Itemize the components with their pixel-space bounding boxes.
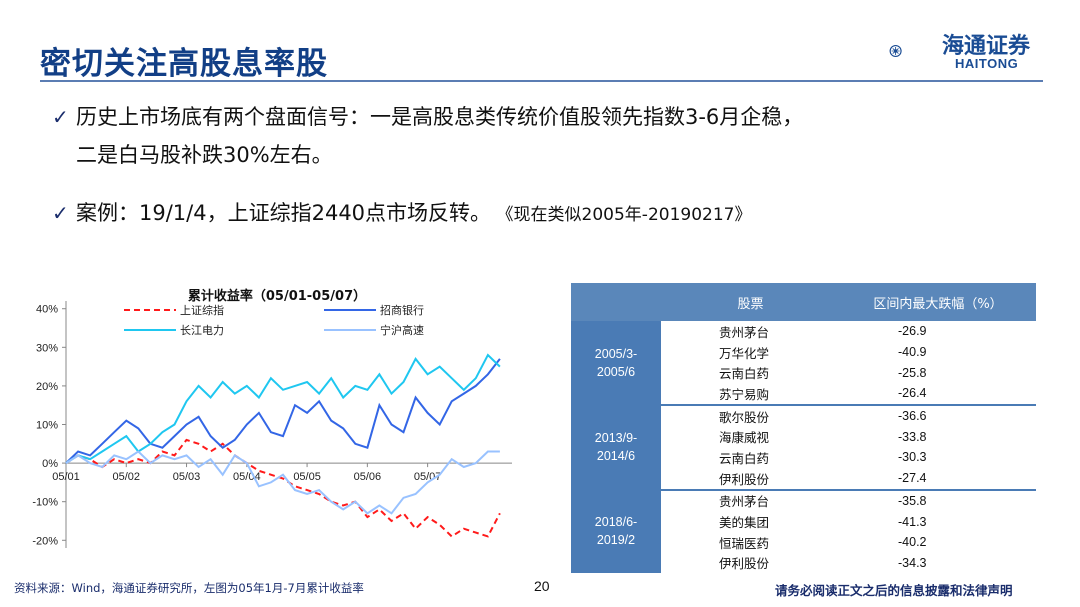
period-cell: 2018/6- 2019/2 — [571, 489, 661, 574]
drop-value-cell: -41.3 — [898, 514, 927, 529]
y-tick-label: 20% — [36, 381, 58, 393]
drop-value-cell: -40.2 — [898, 535, 927, 550]
table-row: 海康威视 -33.8 — [571, 426, 1036, 447]
y-tick-label: -20% — [32, 535, 58, 547]
series-line-3 — [65, 450, 500, 515]
bullet-2-quote: 《现在类似2005年-20190217》 — [505, 205, 752, 225]
table-row: 2018/6- 2019/2 贵州茅台 -35.8 — [571, 489, 1036, 574]
drop-value-cell: -33.8 — [898, 429, 927, 444]
bullet-2-text: 案例：19/1/4，上证综指2440点市场反转。 — [76, 201, 492, 225]
drop-value-cell: -26.4 — [840, 383, 1036, 406]
stock-name-cell: 万华化学 — [719, 345, 770, 361]
table-row: 万华化学 -40.9 — [571, 342, 1036, 363]
cumulative-return-chart: 40% 30% 20% 10% 0% -10% -20% 05/01 05/02 05/03 05/… — [32, 288, 512, 548]
table-row: 苏宁易购 -26.4 — [571, 383, 1036, 406]
logo-chinese-text: 海通证券 — [942, 33, 1031, 59]
period-cell: 2013/9- 2014/6 — [571, 404, 661, 490]
stock-name-cell: 恒瑞医药 — [719, 535, 770, 551]
table-header-stock: 股票 — [661, 283, 840, 321]
legend-label: 招商银行 — [380, 303, 424, 317]
table-header-period — [571, 283, 661, 321]
table-row: 伊利股份 -34.3 — [571, 553, 1036, 574]
chart-title: 累计收益率（05/01-05/07） — [188, 288, 366, 304]
title-divider — [40, 80, 1043, 82]
stock-name-cell: 歌尔股份 — [719, 409, 770, 425]
page-title: 密切关注高股息率股 — [40, 46, 328, 82]
legend-label: 上证综指 — [180, 303, 224, 317]
bullet-1-continued: 二是白马股补跌30%左右。 — [76, 138, 333, 172]
x-tick-label: 05/06 — [354, 471, 382, 483]
drop-value-cell: -27.4 — [840, 467, 1036, 491]
table-row: 伊利股份 -27.4 — [571, 467, 1036, 491]
x-tick-label: 05/02 — [113, 471, 141, 483]
drop-value-cell: -40.9 — [898, 345, 927, 360]
bullet-1-line-1: 历史上市场底有两个盘面信号：一是高股息类传统价值股领先指数3-6月企稳， — [76, 105, 804, 129]
drop-value-cell: -30.3 — [898, 450, 927, 465]
logo-english-text: HAITONG — [955, 56, 1019, 71]
x-tick-label: 05/04 — [233, 471, 261, 483]
stock-name-cell: 苏宁易购 — [661, 383, 840, 406]
stock-name-cell: 伊利股份 — [661, 467, 840, 491]
stock-name-cell: 海康威视 — [719, 430, 770, 446]
period-cell: 2005/3- 2005/6 — [571, 321, 661, 405]
x-tick-label: 05/01 — [52, 471, 80, 483]
stock-name-cell: 美的集团 — [719, 515, 770, 531]
page-number: 20 — [534, 578, 550, 594]
legend-label: 长江电力 — [180, 324, 224, 337]
x-tick-label: 05/05 — [293, 471, 321, 483]
checkmark-icon: ✓ — [52, 105, 69, 129]
x-tick-label: 05/07 — [414, 471, 442, 483]
table-row: 2013/9- 2014/6 歌尔股份 -36.6 — [571, 404, 1036, 490]
table-header-row: 股票 区间内最大跌幅（%） — [571, 283, 1036, 321]
drop-value-cell: -36.6 — [898, 409, 927, 424]
series-line-0 — [65, 438, 501, 538]
max-drawdown-table: 股票 区间内最大跌幅（%） 2005/3- 2005/6 贵州茅台 -26.9 万华化学… — [571, 283, 1036, 574]
table-header-drop: 区间内最大跌幅（%） — [840, 283, 1036, 321]
haitong-logo-icon — [889, 44, 902, 58]
table-row: 云南白药 -25.8 — [571, 362, 1036, 383]
stock-name-cell: 贵州茅台 — [719, 324, 770, 340]
stock-name-cell: 云南白药 — [719, 366, 770, 382]
checkmark-icon: ✓ — [52, 201, 69, 225]
series-line-1 — [65, 358, 501, 464]
bullet-1-line-2: 二是白马股补跌30%左右。 — [76, 143, 333, 167]
drop-value-cell: -34.3 — [898, 555, 927, 570]
stock-name-cell: 贵州茅台 — [719, 494, 770, 510]
table-row: 恒瑞医药 -40.2 — [571, 532, 1036, 553]
bullet-1: ✓ 历史上市场底有两个盘面信号：一是高股息类传统价值股领先指数3-6月企稳， — [52, 100, 803, 134]
table-row: 美的集团 -41.3 — [571, 511, 1036, 532]
x-tick-label: 05/03 — [173, 471, 201, 483]
y-tick-label: 0% — [42, 458, 58, 470]
bullet-2: ✓ 案例：19/1/4，上证综指2440点市场反转。 《现在类似2005年-2019… — [52, 196, 751, 232]
table-row: 2005/3- 2005/6 贵州茅台 -26.9 — [571, 321, 1036, 405]
drop-value-cell: -35.8 — [898, 493, 927, 508]
source-note: 资料来源：Wind，海通证券研究所，左图为05年1月-7月累计收益率 — [14, 581, 364, 595]
y-tick-label: 10% — [36, 420, 58, 432]
y-tick-label: 30% — [36, 342, 58, 354]
drop-value-cell: -26.9 — [898, 324, 927, 339]
series-line-2 — [65, 353, 501, 464]
stock-name-cell: 云南白药 — [719, 450, 770, 466]
stock-name-cell: 伊利股份 — [719, 556, 770, 572]
drop-value-cell: -25.8 — [898, 365, 927, 380]
legend-label: 宁沪高速 — [380, 323, 424, 337]
table-row: 云南白药 -30.3 — [571, 447, 1036, 468]
y-tick-label: -10% — [32, 497, 58, 509]
y-tick-label: 40% — [36, 304, 58, 316]
disclaimer: 请务必阅读正文之后的信息披露和法律声明 — [775, 583, 1013, 598]
